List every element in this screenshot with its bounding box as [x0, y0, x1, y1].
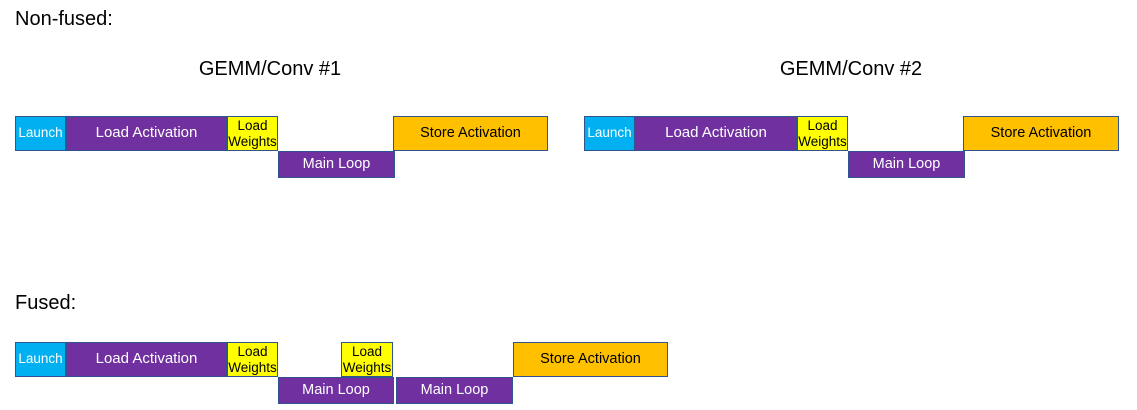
main-loop-block: Main Loop: [278, 151, 395, 178]
load-weights-block: Load Weights: [341, 342, 393, 377]
main-loop-block: Main Loop: [278, 377, 394, 404]
store-activation-block: Store Activation: [393, 116, 548, 151]
gemm-conv-2-title: GEMM/Conv #2: [779, 58, 923, 80]
load-activation-block: Load Activation: [66, 342, 227, 377]
launch-block: Launch: [15, 116, 66, 151]
load-activation-block: Load Activation: [635, 116, 797, 151]
store-activation-block: Store Activation: [513, 342, 668, 377]
load-weights-block: Load Weights: [227, 342, 278, 377]
fused-heading: Fused:: [15, 292, 77, 314]
gemm-conv-1-title: GEMM/Conv #1: [198, 58, 342, 80]
load-weights-block: Load Weights: [797, 116, 848, 151]
store-activation-block: Store Activation: [963, 116, 1119, 151]
non-fused-heading: Non-fused:: [15, 8, 113, 30]
launch-block: Launch: [15, 342, 66, 377]
main-loop-block: Main Loop: [848, 151, 965, 178]
load-weights-block: Load Weights: [227, 116, 278, 151]
launch-block: Launch: [584, 116, 635, 151]
load-activation-block: Load Activation: [66, 116, 227, 151]
main-loop-block: Main Loop: [396, 377, 513, 404]
